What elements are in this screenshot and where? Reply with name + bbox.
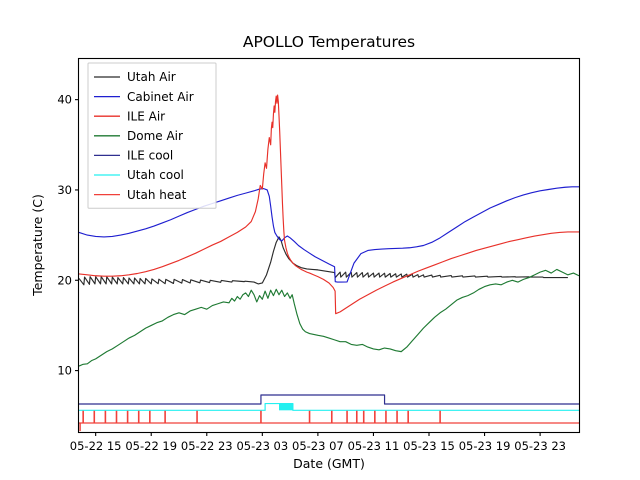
legend-label: Utah cool (127, 168, 184, 182)
series-line-ile-air (78, 94, 579, 315)
trace-block-utah-cool (279, 403, 293, 411)
x-axis-ticks: 05-22 15 05-22 19 05-22 23 05-23 03 05-23 07… (70, 432, 566, 453)
legend-label: Cabinet Air (127, 90, 194, 104)
x-tick-label: 05-22 23 (181, 439, 233, 453)
data-series-group (78, 94, 580, 367)
y-tick-label: 10 (57, 364, 72, 378)
series-line-utah-air (78, 236, 568, 286)
x-tick-label: 05-23 15 (403, 439, 455, 453)
digital-traces-group (79, 394, 579, 432)
legend-label: Utah heat (127, 188, 187, 202)
legend-label: ILE cool (127, 149, 173, 163)
x-tick-label: 05-23 11 (348, 439, 400, 453)
legend-item-ile-cool[interactable]: ILE cool (94, 149, 173, 163)
series-line-cabinet-air (78, 186, 579, 283)
legend-item-utah-heat[interactable]: Utah heat (94, 188, 187, 202)
legend-label: Dome Air (127, 129, 183, 143)
y-axis-label: Temperature (C) (30, 194, 45, 297)
x-tick-label: 05-23 03 (236, 439, 288, 453)
x-tick-label: 05-22 15 (70, 439, 122, 453)
x-axis-label: Date (GMT) (293, 456, 365, 471)
legend-item-utah-cool[interactable]: Utah cool (94, 168, 184, 182)
legend-item-utah-air[interactable]: Utah Air (94, 70, 176, 84)
x-tick-label: 05-22 19 (125, 439, 177, 453)
y-axis-ticks: 10 20 30 40 (57, 93, 79, 378)
legend-item-dome-air[interactable]: Dome Air (94, 129, 183, 143)
x-tick-label: 05-23 19 (459, 439, 511, 453)
x-tick-label: 05-23 23 (514, 439, 566, 453)
trace-step-utah-cool (79, 402, 579, 411)
plot-frame (77, 57, 581, 434)
series-line-dome-air (78, 268, 580, 367)
legend-label: ILE Air (127, 109, 165, 123)
legend-label: Utah Air (127, 70, 176, 84)
legend-item-cabinet-air[interactable]: Cabinet Air (94, 90, 194, 104)
chart-legend[interactable]: Utah Air Cabinet Air ILE Air Dome Air ILE co… (87, 62, 217, 209)
legend-item-ile-air[interactable]: ILE Air (94, 109, 165, 123)
legend-box (87, 62, 217, 209)
y-tick-label: 30 (57, 183, 72, 197)
y-tick-label: 40 (57, 93, 72, 107)
trace-step-ile-cool (79, 394, 579, 405)
chart-title: APOLLO Temperatures (243, 33, 415, 51)
y-tick-label: 20 (57, 273, 72, 287)
x-tick-label: 05-23 07 (292, 439, 344, 453)
